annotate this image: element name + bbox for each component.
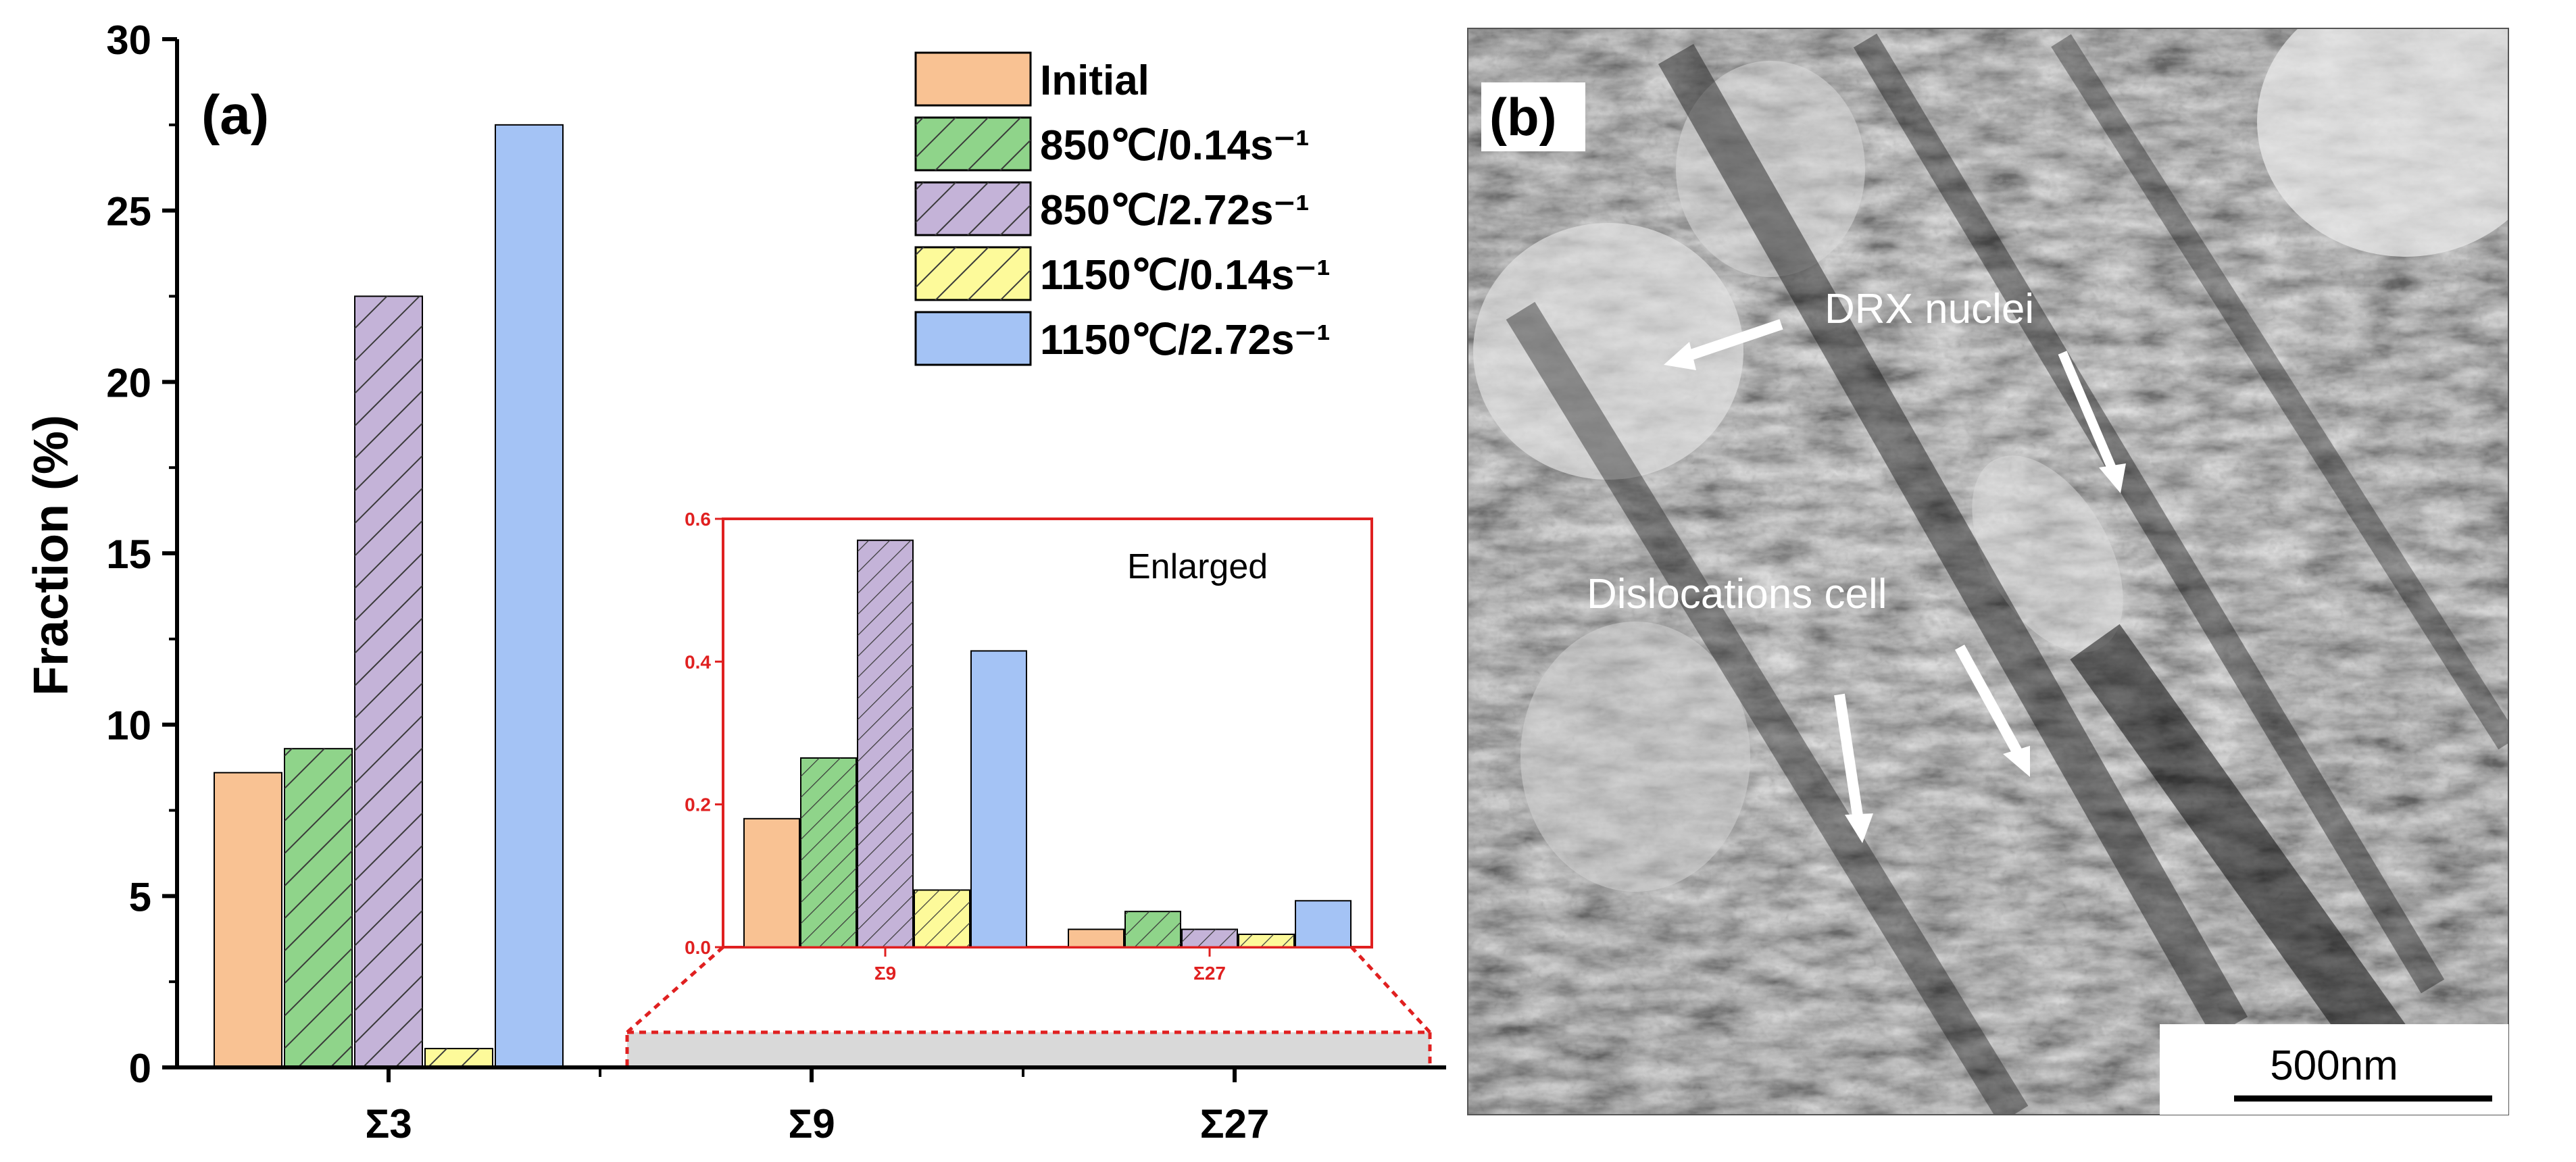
annotation-arrows: [1664, 319, 2126, 843]
zoom-line-left: [626, 946, 724, 1034]
inset-y-tick-label: 0.4: [685, 651, 711, 672]
inset-y-tick-label: 0.0: [685, 937, 711, 958]
y-axis-title: Fraction (%): [24, 415, 78, 696]
legend-label: 1150℃/0.14s⁻¹: [1040, 252, 1331, 299]
annotation-dislocations-cell: Dislocations cell: [1587, 571, 1887, 617]
inset-title: Enlarged: [1127, 547, 1268, 586]
panel-a-chart: (a) Fraction (%) 0 5 10 15 20 25 30 Σ3 Σ9 Σ27 In…: [24, 18, 1446, 1146]
tem-frame: [1467, 28, 2509, 1115]
legend-swatch-hatch: [916, 182, 1031, 235]
inset-bars: [743, 539, 1352, 949]
panel-b-micrograph: (b) DRX nuclei Dislocations cell 500nm: [1467, 28, 2509, 1115]
legend-swatch-hatch: [916, 118, 1031, 170]
y-tick-label: 20: [106, 360, 151, 405]
y-tick-label: 15: [106, 532, 151, 577]
legend: Initial 850℃/0.14s⁻¹ 850℃/2.72s⁻¹ 1150℃/0.1…: [914, 51, 1331, 366]
inset-bar: [1068, 928, 1124, 949]
inset-y-ticks: 0.0 0.2 0.4 0.6: [685, 509, 723, 958]
inset-y-tick-label: 0.6: [685, 509, 711, 530]
inset-x-tick-label: Σ9: [874, 963, 896, 984]
y-tick-label: 30: [106, 18, 151, 63]
x-tick-label: Σ9: [788, 1101, 835, 1146]
x-tick-label: Σ27: [1200, 1101, 1270, 1146]
panel-a-label: (a): [201, 84, 269, 146]
y-tick-label: 0: [129, 1046, 151, 1091]
bar: [495, 124, 564, 1068]
inset-bar: [743, 817, 800, 949]
y-tick-label: 10: [106, 703, 151, 749]
zoom-band: [625, 1030, 1432, 1069]
x-tick-label: Σ3: [365, 1101, 412, 1146]
panel-b-label: (b): [1489, 87, 1557, 147]
inset-bar-hatch: [1182, 929, 1237, 947]
main-bars: [214, 124, 1410, 1069]
inset-x-ticks: Σ9 Σ27: [723, 946, 1372, 984]
inset-bar: [970, 650, 1027, 948]
inset-chart: 0.0 0.2 0.4 0.6 Σ9 Σ27 Enlarged: [685, 509, 1373, 984]
legend-label: Initial: [1040, 57, 1149, 104]
x-axis-ticks: Σ3 Σ9 Σ27: [365, 1067, 1269, 1146]
legend-label: 850℃/2.72s⁻¹: [1040, 187, 1310, 234]
inset-frame: [722, 517, 1373, 949]
panel-b-label-bg: [1481, 82, 1585, 151]
legend-swatch: [914, 311, 1032, 366]
bar-hatch: [425, 1049, 493, 1067]
inset-x-tick-label: Σ27: [1193, 963, 1226, 984]
y-axis-ticks: 0 5 10 15 20 25 30: [106, 18, 177, 1091]
inset-bar-hatch: [1239, 934, 1294, 947]
scale-bar-label: 500nm: [2270, 1042, 2398, 1089]
legend-label: 1150℃/2.72s⁻¹: [1040, 317, 1331, 363]
annotation-drx-nuclei: DRX nuclei: [1825, 286, 2034, 332]
inset-bar: [1295, 900, 1352, 948]
y-tick-label: 25: [106, 189, 151, 234]
bar: [214, 772, 282, 1069]
bar-hatch: [355, 296, 422, 1067]
bar-hatch: [284, 749, 352, 1067]
inset-bar-hatch: [801, 757, 856, 947]
legend-swatch-hatch: [916, 247, 1031, 300]
inset-bar-hatch: [1125, 911, 1181, 947]
y-tick-label: 5: [129, 874, 151, 919]
inset-bar-hatch: [858, 540, 913, 947]
inset-y-tick-label: 0.2: [685, 794, 711, 815]
inset-bar-hatch: [914, 890, 970, 947]
legend-label: 850℃/0.14s⁻¹: [1040, 122, 1310, 169]
zoom-line-right: [1350, 946, 1431, 1034]
legend-swatch: [914, 51, 1032, 107]
